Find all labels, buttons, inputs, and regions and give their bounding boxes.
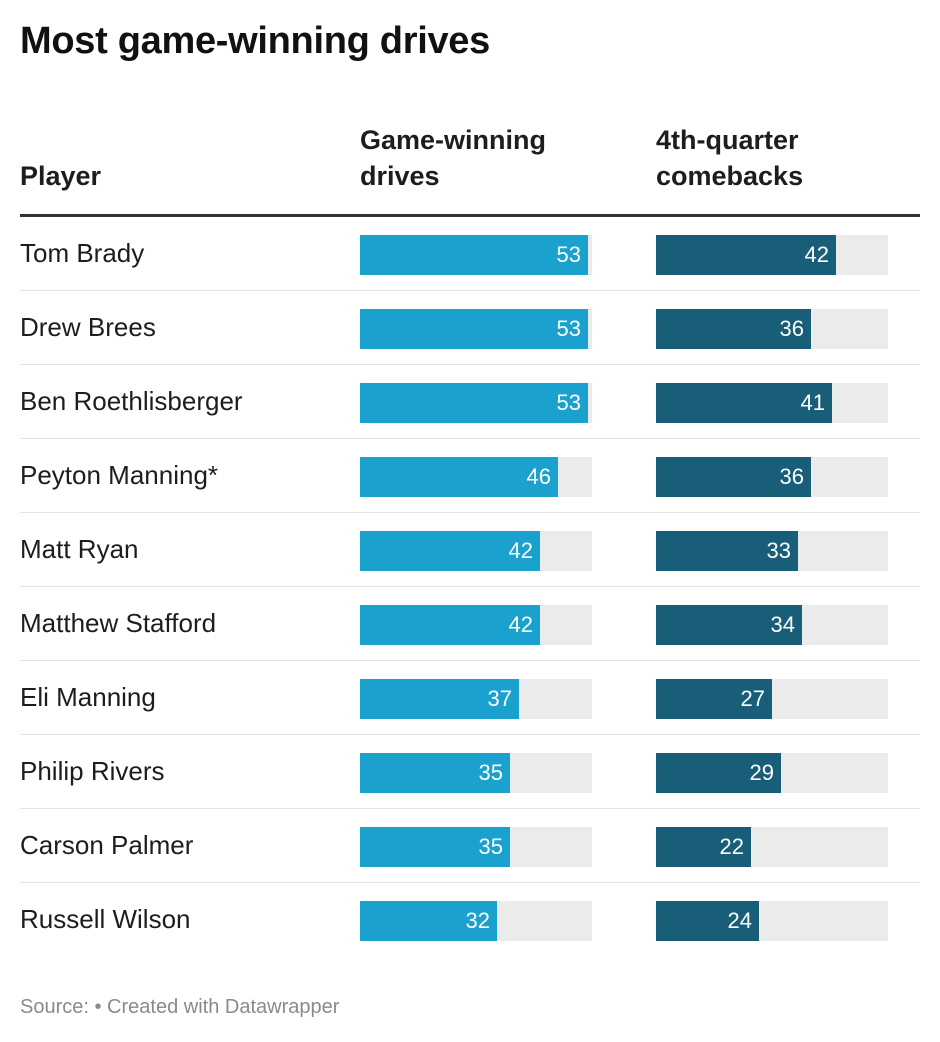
table-row: Matt Ryan 42 33 <box>20 513 920 587</box>
fourth-quarter-comebacks-bar-track: 33 <box>656 531 888 571</box>
game-winning-drives-bar-track: 53 <box>360 309 592 349</box>
fourth-quarter-comebacks-bar-track: 24 <box>656 901 888 941</box>
game-winning-drives-bar-track: 35 <box>360 827 592 867</box>
game-winning-drives-bar-track: 35 <box>360 753 592 793</box>
table-header: Player Game-winning drives 4th-quarter c… <box>20 118 920 217</box>
fourth-quarter-comebacks-bar-track: 34 <box>656 605 888 645</box>
game-winning-drives-bar-track: 53 <box>360 235 592 275</box>
fourth-quarter-comebacks-bar: 29 <box>656 753 781 793</box>
game-winning-drives-bar: 53 <box>360 383 588 423</box>
player-name: Tom Brady <box>20 238 145 268</box>
game-winning-drives-bar-track: 32 <box>360 901 592 941</box>
game-winning-drives-bar-track: 42 <box>360 605 592 645</box>
player-name: Matthew Stafford <box>20 608 217 638</box>
game-winning-drives-bar: 35 <box>360 827 510 867</box>
table-body: Tom Brady 53 42 Drew Brees 53 36 Ben Roethlisb… <box>20 217 920 956</box>
player-name: Philip Rivers <box>20 756 165 786</box>
header-game-winning-drives: Game-winning drives <box>360 125 547 191</box>
player-name: Carson Palmer <box>20 830 194 860</box>
fourth-quarter-comebacks-bar-track: 29 <box>656 753 888 793</box>
game-winning-drives-bar-track: 53 <box>360 383 592 423</box>
player-name: Ben Roethlisberger <box>20 386 243 416</box>
game-winning-drives-bar-track: 42 <box>360 531 592 571</box>
table-row: Carson Palmer 35 22 <box>20 809 920 883</box>
chart-title: Most game-winning drives <box>20 20 490 62</box>
fourth-quarter-comebacks-bar: 42 <box>656 235 836 275</box>
game-winning-drives-bar: 53 <box>360 309 588 349</box>
fourth-quarter-comebacks-bar-track: 36 <box>656 309 888 349</box>
table-row: Drew Brees 53 36 <box>20 291 920 365</box>
header-fourth-quarter-comebacks: 4th-quarter comebacks <box>656 125 804 191</box>
fourth-quarter-comebacks-bar-track: 36 <box>656 457 888 497</box>
fourth-quarter-comebacks-bar-track: 41 <box>656 383 888 423</box>
source-footer: Source: • Created with Datawrapper <box>20 996 340 1018</box>
fourth-quarter-comebacks-bar-track: 42 <box>656 235 888 275</box>
data-table: Player Game-winning drives 4th-quarter c… <box>20 118 920 956</box>
fourth-quarter-comebacks-bar: 36 <box>656 457 811 497</box>
player-name: Russell Wilson <box>20 904 191 934</box>
fourth-quarter-comebacks-bar-track: 27 <box>656 679 888 719</box>
player-name: Eli Manning <box>20 682 156 712</box>
fourth-quarter-comebacks-bar-track: 22 <box>656 827 888 867</box>
fourth-quarter-comebacks-bar: 22 <box>656 827 751 867</box>
game-winning-drives-bar: 35 <box>360 753 510 793</box>
header-player: Player <box>20 161 102 191</box>
fourth-quarter-comebacks-bar: 24 <box>656 901 759 941</box>
table-row: Eli Manning 37 27 <box>20 661 920 735</box>
game-winning-drives-bar: 53 <box>360 235 588 275</box>
fourth-quarter-comebacks-bar: 27 <box>656 679 772 719</box>
game-winning-drives-bar: 46 <box>360 457 558 497</box>
game-winning-drives-bar: 37 <box>360 679 519 719</box>
table-row: Matthew Stafford 42 34 <box>20 587 920 661</box>
table-row: Peyton Manning* 46 36 <box>20 439 920 513</box>
game-winning-drives-bar-track: 46 <box>360 457 592 497</box>
game-winning-drives-bar: 32 <box>360 901 497 941</box>
player-name: Matt Ryan <box>20 534 139 564</box>
player-name: Drew Brees <box>20 312 156 342</box>
table-row: Russell Wilson 32 24 <box>20 883 920 956</box>
fourth-quarter-comebacks-bar: 34 <box>656 605 802 645</box>
table-row: Ben Roethlisberger 53 41 <box>20 365 920 439</box>
fourth-quarter-comebacks-bar: 33 <box>656 531 798 571</box>
table-row: Tom Brady 53 42 <box>20 217 920 291</box>
player-name: Peyton Manning* <box>20 460 219 490</box>
fourth-quarter-comebacks-bar: 36 <box>656 309 811 349</box>
game-winning-drives-bar-track: 37 <box>360 679 592 719</box>
game-winning-drives-bar: 42 <box>360 531 540 571</box>
game-winning-drives-bar: 42 <box>360 605 540 645</box>
fourth-quarter-comebacks-bar: 41 <box>656 383 832 423</box>
table-row: Philip Rivers 35 29 <box>20 735 920 809</box>
